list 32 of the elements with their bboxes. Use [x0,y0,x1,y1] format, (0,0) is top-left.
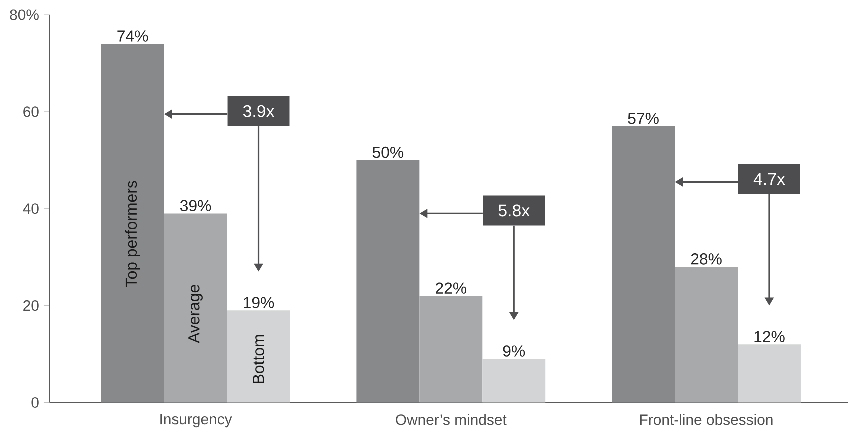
series-label: Top performers [125,181,140,288]
bar [356,160,420,403]
y-tick-label: 0 [32,398,39,408]
bar [612,126,676,403]
bar [227,310,290,403]
x-tick-label: Insurgency [160,414,232,428]
bar [738,344,801,403]
data-label: 28% [691,254,722,265]
data-label: 22% [436,282,467,294]
data-label: 74% [118,30,148,42]
x-tick-label: Owner’s mindset [396,414,507,426]
bar [101,44,164,403]
x-tick-label: Front-line obsession [640,414,773,426]
y-tick-label: 40 [23,204,39,214]
bar [164,214,228,403]
annotation: 5.8x [498,204,530,217]
series-label: Bottom [253,335,264,384]
series-label: Average [188,285,203,344]
data-label: 19% [244,297,274,309]
bar [675,267,738,403]
data-label: 39% [180,200,212,212]
data-label: 9% [503,346,526,358]
data-label: 12% [754,331,785,343]
y-tick-label: 60 [24,106,39,118]
annotation: 4.7x [754,174,786,186]
y-tick-label: 80% [10,10,39,20]
annotation: 3.9x [243,105,275,118]
bar [420,296,483,403]
data-label: 57% [628,113,659,124]
data-label: 50% [372,147,404,158]
bar [482,359,546,403]
y-tick-label: 20 [24,300,39,312]
